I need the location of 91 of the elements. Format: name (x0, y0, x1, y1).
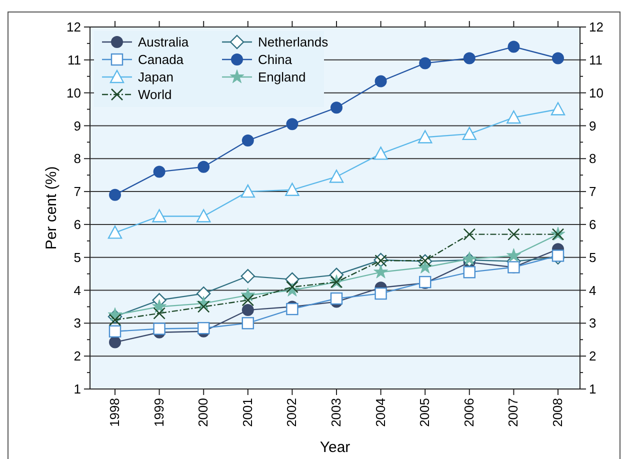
y2-tick-label: 12 (589, 20, 604, 35)
point (242, 134, 254, 147)
point (242, 317, 254, 330)
x-tick-label: 2006 (461, 398, 476, 427)
point (374, 146, 388, 160)
point (152, 209, 166, 222)
legend-label: China (258, 52, 293, 68)
point (108, 226, 122, 239)
point (374, 75, 387, 88)
x-tick-label: 2001 (240, 398, 255, 427)
y2-tick-label: 9 (589, 118, 596, 134)
point (286, 280, 298, 294)
point (463, 228, 476, 240)
point (330, 102, 342, 114)
y-tick-label: 5 (74, 250, 81, 265)
x-tick-label: 2003 (328, 398, 344, 427)
x-tick-label: 2007 (506, 398, 521, 427)
point (462, 126, 476, 140)
point (108, 325, 122, 338)
point (153, 307, 166, 320)
point (240, 184, 255, 198)
point (198, 160, 210, 173)
x-tick-label: 2004 (372, 398, 388, 427)
x-tick-label: 2008 (550, 398, 565, 427)
y2-tick-label: 6 (589, 217, 596, 232)
point (109, 336, 121, 348)
point (285, 272, 300, 287)
point (506, 110, 521, 124)
legend-label: Japan (138, 70, 174, 85)
point (550, 102, 566, 116)
y-tick-label: 3 (74, 316, 81, 331)
point (153, 322, 166, 335)
y-tick-label: 4 (74, 282, 81, 298)
point (153, 166, 166, 178)
x-tick-label: 2000 (196, 398, 211, 427)
y-tick-label: 12 (66, 20, 81, 35)
y2-tick-label: 5 (589, 250, 596, 265)
point (374, 287, 387, 300)
point (198, 322, 210, 334)
y2-tick-label: 8 (589, 151, 596, 166)
point (506, 248, 521, 262)
point (196, 286, 211, 301)
legend-label: Netherlands (258, 34, 329, 50)
point (329, 170, 344, 183)
point (552, 52, 564, 64)
y2-tick-label: 4 (589, 282, 596, 298)
y2-tick-label: 7 (589, 184, 596, 200)
point (286, 302, 298, 316)
point (552, 250, 564, 262)
y2-tick-label: 11 (589, 52, 602, 68)
point (285, 182, 300, 196)
point (463, 266, 476, 278)
y-tick-label: 6 (74, 217, 81, 232)
y-tick-label: 11 (68, 52, 81, 68)
point (330, 292, 343, 305)
y2-tick-label: 3 (589, 316, 596, 331)
y-tick-label: 9 (74, 118, 81, 134)
point (374, 264, 388, 278)
point (508, 228, 520, 240)
x-tick-label: 2002 (284, 398, 300, 427)
point (419, 57, 432, 70)
legend-label: Canada (138, 52, 184, 68)
y-axis-title: Per cent (%) (43, 166, 60, 250)
point (197, 300, 210, 313)
point (418, 260, 432, 274)
point (196, 209, 211, 222)
point (242, 304, 254, 316)
y2-tick-label: 1 (589, 382, 596, 397)
x-axis-title: Year (320, 439, 350, 456)
point (152, 299, 167, 313)
point (242, 294, 254, 306)
y-tick-label: 8 (74, 151, 81, 166)
point (109, 188, 121, 201)
x-tick-label: 1998 (107, 398, 122, 427)
y-tick-label: 7 (74, 184, 81, 200)
legend-label: World (138, 87, 172, 102)
y2-tick-label: 10 (589, 85, 604, 100)
y-tick-label: 1 (74, 382, 81, 397)
x-tick-label: 2005 (417, 398, 432, 427)
point (418, 130, 432, 144)
x-tick-label: 1999 (151, 398, 166, 427)
point (463, 52, 476, 64)
y-tick-label: 10 (66, 85, 81, 100)
legend-label: England (258, 70, 306, 85)
point (108, 314, 122, 326)
point (240, 269, 255, 284)
y-tick-label: 2 (74, 348, 81, 364)
point (286, 118, 298, 130)
legend-label: Australia (138, 34, 190, 50)
point (508, 40, 520, 53)
y2-tick-label: 2 (589, 348, 596, 364)
